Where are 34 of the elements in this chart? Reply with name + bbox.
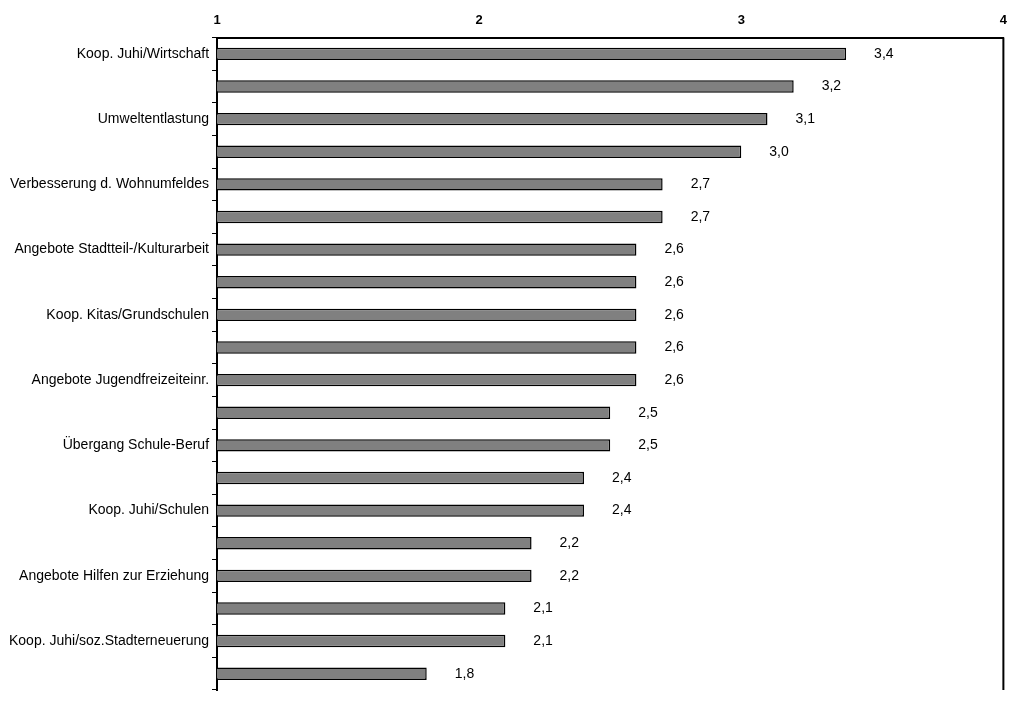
data-label: 2,5: [638, 436, 658, 453]
y-tick-label: Koop. Juhi/Wirtschaft: [76, 44, 210, 61]
data-label: 3,1: [795, 110, 816, 127]
data-label: 2,6: [664, 305, 685, 322]
y-tick-label: Angebote Hilfen zur Erziehung: [19, 566, 210, 583]
y-tick-label: Umweltentlastung: [97, 110, 210, 127]
data-label: 2,6: [664, 240, 685, 257]
x-tick-label: 1: [213, 12, 221, 28]
data-label: 2,1: [533, 599, 554, 616]
data-label: 2,6: [664, 338, 685, 355]
data-label: 2,5: [638, 403, 658, 420]
y-tick-label: Koop. Juhi/soz.Stadterneuerung: [9, 631, 210, 648]
data-label: 2,2: [559, 566, 580, 583]
x-tick-label: 2: [475, 12, 483, 28]
x-tick-label: 3: [737, 12, 745, 28]
y-tick-label: Koop. Kitas/Grundschulen: [46, 305, 210, 322]
data-label: 2,1: [533, 631, 554, 648]
data-label: 2,6: [664, 370, 685, 387]
data-label: 3,0: [769, 142, 789, 159]
y-tick-label: Koop. Juhi/Schulen: [88, 501, 210, 518]
y-tick-label: Angebote Stadtteil-/Kulturarbeit: [14, 240, 210, 257]
data-label: 2,4: [611, 468, 632, 485]
data-label: 2,7: [690, 175, 711, 192]
data-label: 2,7: [690, 207, 711, 224]
y-tick-label: Übergang Schule-Beruf: [62, 435, 210, 453]
data-label: 3,4: [874, 44, 894, 61]
data-label: 2,2: [559, 534, 580, 551]
data-label: 3,2: [821, 77, 842, 94]
y-tick-label: Verbesserung d. Wohnumfeldes: [10, 175, 210, 192]
x-tick-label: 4: [999, 12, 1008, 28]
y-tick-label: Angebote Jugendfreizeiteinr.: [31, 370, 210, 387]
data-label: 1,8: [454, 664, 475, 681]
data-label: 2,6: [664, 273, 685, 290]
data-label: 2,4: [611, 501, 632, 518]
